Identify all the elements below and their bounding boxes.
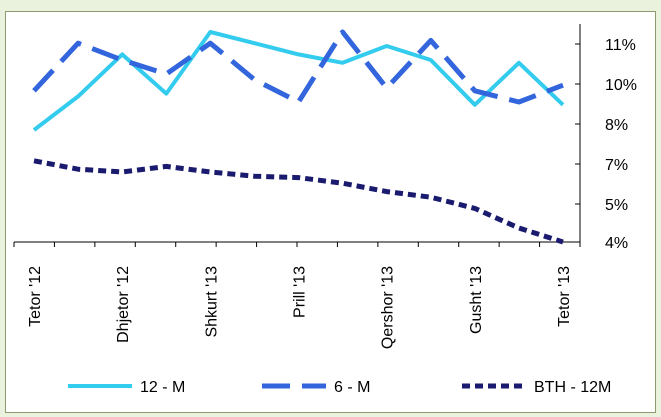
series-layer [32, 29, 565, 245]
y-tick-label: 10% [605, 77, 637, 94]
y-tick-labels: 4% 5% 7% 8% 10% 11% [605, 37, 637, 252]
x-tick-label: Prill '13 [292, 266, 309, 318]
y-tick-label: 7% [605, 157, 628, 174]
chart-frame [5, 11, 656, 413]
legend: 12 - M 6 - M BTH - 12M [68, 379, 611, 396]
x-tick-labels: Tetor '12 Dhjetor '12 Shkurt '13 Prill '13 Q… [27, 266, 573, 349]
y-tick-label: 8% [605, 117, 628, 134]
x-tick-label: Shkurt '13 [203, 266, 220, 338]
x-tick-label: Qershor '13 [380, 266, 397, 349]
series-line-3 [33, 158, 564, 245]
legend-label-3: BTH - 12M [534, 379, 611, 396]
y-tick-label: 4% [605, 235, 628, 252]
y-tick-label: 5% [605, 197, 628, 214]
legend-label-2: 6 - M [334, 379, 370, 396]
series-line-2 [32, 29, 564, 105]
axes [13, 24, 581, 247]
x-tick-label: Tetor '12 [27, 266, 44, 327]
x-tick-label: Gusht '13 [468, 266, 485, 334]
legend-label-1: 12 - M [140, 379, 185, 396]
x-tick-label: Dhjetor '12 [115, 266, 132, 343]
y-tick-label: 11% [605, 37, 636, 54]
x-tick-label: Tetor '13 [556, 266, 573, 327]
series-line-1 [32, 30, 565, 132]
